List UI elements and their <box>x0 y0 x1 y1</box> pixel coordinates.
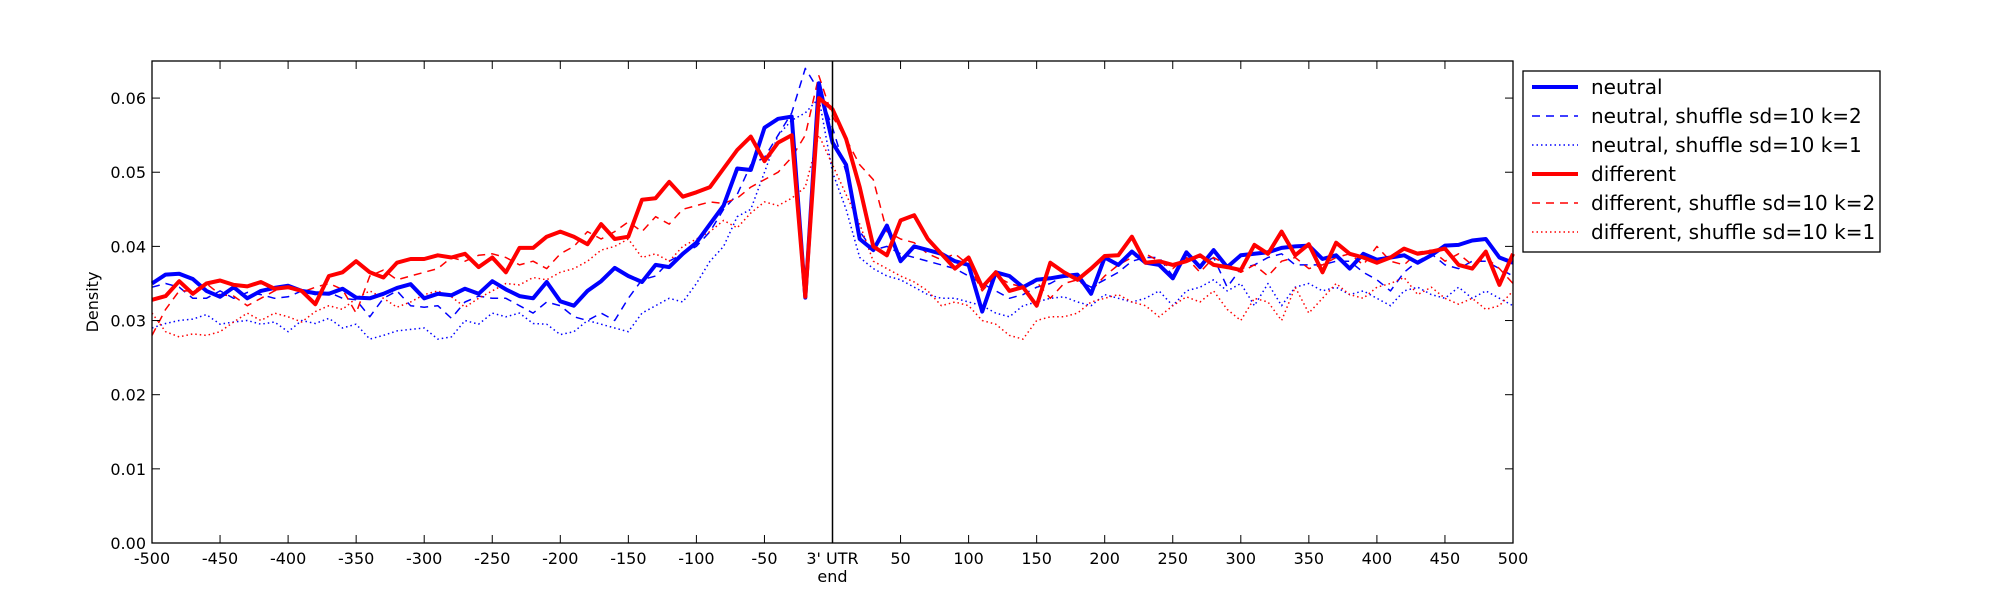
x-tick-label: 450 <box>1430 549 1461 568</box>
x-tick-label: 350 <box>1294 549 1325 568</box>
y-tick-label: 0.06 <box>110 89 146 108</box>
legend-label-different-shuffle-sd-10-k-2: different, shuffle sd=10 k=2 <box>1591 191 1875 215</box>
y-axis-label: Density <box>83 272 102 333</box>
x-tick-label: -250 <box>474 549 510 568</box>
y-tick-label: 0.03 <box>110 312 146 331</box>
x-tick-label: -450 <box>202 549 238 568</box>
x-tick-label: 250 <box>1157 549 1188 568</box>
x-tick-label: -300 <box>406 549 442 568</box>
x-tick-label: 100 <box>953 549 984 568</box>
x-tick-label: 300 <box>1226 549 1257 568</box>
x-tick-label: 150 <box>1021 549 1052 568</box>
legend: neutral neutral, shuffle sd=10 k=2 neutral… <box>1522 70 1881 253</box>
legend-label-different: different <box>1591 162 1676 186</box>
legend-label-different-shuffle-sd-10-k-1: different, shuffle sd=10 k=1 <box>1591 220 1875 244</box>
x-tick-label: 200 <box>1089 549 1120 568</box>
x-tick-label: -400 <box>270 549 306 568</box>
x-tick-label: -500 <box>134 549 170 568</box>
y-tick-label: 0.05 <box>110 163 146 182</box>
x-center-label-line2: end <box>817 567 847 586</box>
x-tick-label: 400 <box>1362 549 1393 568</box>
y-tick-label: 0.04 <box>110 237 146 256</box>
x-center-label-line1: 3' UTR <box>806 549 858 568</box>
legend-label-neutral-shuffle-sd-10-k-1: neutral, shuffle sd=10 k=1 <box>1591 133 1862 157</box>
y-tick-label: 0.01 <box>110 460 146 479</box>
x-tick-label: -350 <box>338 549 374 568</box>
y-tick-label: 0.00 <box>110 534 146 553</box>
x-tick-label: -100 <box>678 549 714 568</box>
legend-label-neutral-shuffle-sd-10-k-2: neutral, shuffle sd=10 k=2 <box>1591 104 1862 128</box>
y-tick-label: 0.02 <box>110 386 146 405</box>
x-tick-label: -50 <box>751 549 777 568</box>
legend-box <box>1522 70 1881 253</box>
legend-label-neutral: neutral <box>1591 75 1663 99</box>
x-tick-label: -200 <box>542 549 578 568</box>
ticks-layer: -500 -450 -400 -350 -300 -250 -200 -150 -100 -50 5… <box>83 61 1528 586</box>
x-tick-label: 50 <box>890 549 910 568</box>
x-tick-label: -150 <box>610 549 646 568</box>
axes-layer <box>151 60 1514 544</box>
x-tick-label: 500 <box>1498 549 1529 568</box>
